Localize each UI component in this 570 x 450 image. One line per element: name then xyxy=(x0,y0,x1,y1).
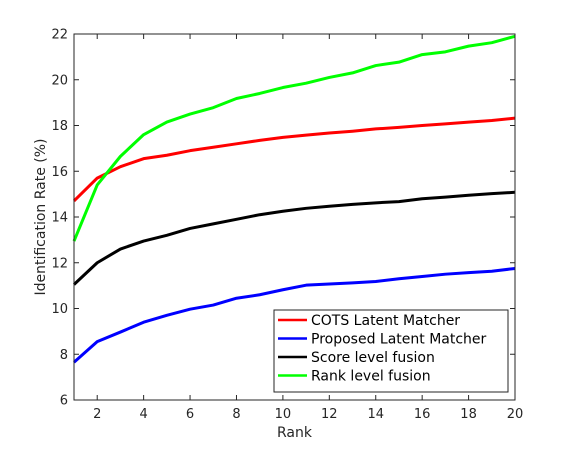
y-axis-label: Identification Rate (%) xyxy=(33,138,49,295)
legend-label-3: Score level fusion xyxy=(311,350,435,366)
series-line-3 xyxy=(72,190,516,286)
series-line-4 xyxy=(72,34,516,242)
y-tick-label: 14 xyxy=(51,211,68,226)
y-tick-label: 20 xyxy=(51,73,68,88)
x-tick-label: 2 xyxy=(93,407,101,422)
x-tick-label: 4 xyxy=(139,407,147,422)
series-line-2 xyxy=(73,266,516,364)
x-tick-label: 12 xyxy=(321,407,338,422)
y-tick-label: 16 xyxy=(51,165,68,180)
legend-label-4: Rank level fusion xyxy=(311,369,431,385)
series-layer xyxy=(72,34,516,364)
x-tick-label: 10 xyxy=(275,407,292,422)
axes: 2 4 6 8 10 12 14 16 18 20 6 8 10 12 14 16 18 20 22 xyxy=(51,28,523,423)
y-tick-label: 6 xyxy=(60,394,68,409)
y-tick-label: 12 xyxy=(51,256,68,271)
x-tick-label: 14 xyxy=(367,407,384,422)
y-tick-label: 8 xyxy=(60,348,68,363)
x-tick-label: 20 xyxy=(507,407,524,422)
x-tick-label: 8 xyxy=(232,407,240,422)
legend: COTS Latent Matcher Proposed Latent Match… xyxy=(273,309,509,393)
x-tick-label: 18 xyxy=(460,407,477,422)
series-line-1 xyxy=(72,116,516,203)
legend-box xyxy=(273,309,509,393)
x-tick-label: 16 xyxy=(414,407,431,422)
legend-label-2: Proposed Latent Matcher xyxy=(311,332,487,348)
y-tick-label: 18 xyxy=(51,119,68,134)
y-tick-label: 22 xyxy=(51,28,68,43)
legend-label-1: COTS Latent Matcher xyxy=(311,313,460,329)
x-tick-label: 6 xyxy=(186,407,194,422)
x-axis-label: Rank xyxy=(277,425,313,441)
y-tick-label: 10 xyxy=(51,302,68,317)
